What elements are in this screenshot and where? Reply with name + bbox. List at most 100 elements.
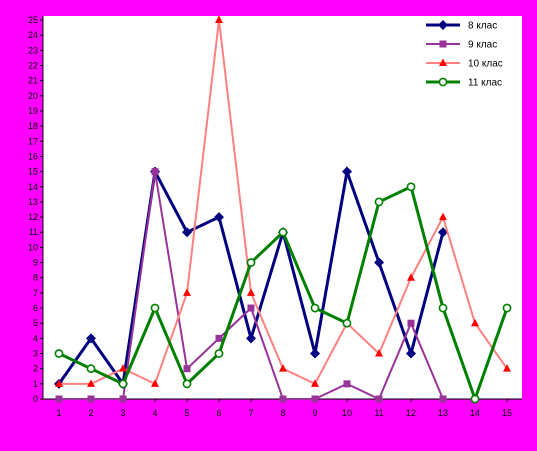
data-point xyxy=(407,273,415,281)
y-tick-label: 3 xyxy=(33,349,38,359)
x-tick-label: 3 xyxy=(120,408,125,418)
x-tick-label: 9 xyxy=(312,408,317,418)
y-tick-label: 10 xyxy=(28,242,38,252)
data-point xyxy=(310,303,320,313)
series-layer xyxy=(54,15,512,404)
legend-entry: 10 клас xyxy=(426,58,503,70)
data-point xyxy=(182,379,192,389)
legend-entry: 9 клас xyxy=(426,40,497,51)
legend: 8 клас 9 клас 10 клас 11 клас xyxy=(422,16,510,92)
data-point xyxy=(470,394,480,404)
data-point xyxy=(311,379,319,387)
data-point xyxy=(247,304,255,312)
data-point xyxy=(246,258,256,267)
data-point xyxy=(310,348,320,359)
legend-marker xyxy=(438,77,448,87)
y-tick-label: 7 xyxy=(33,288,38,298)
legend-marker xyxy=(438,20,448,30)
data-point xyxy=(182,227,192,238)
data-point xyxy=(471,318,479,327)
data-point xyxy=(247,288,255,296)
data-point xyxy=(342,166,352,177)
y-tick-label: 17 xyxy=(28,136,38,146)
y-tick-label: 2 xyxy=(33,364,38,374)
data-point xyxy=(150,303,160,313)
legend-entry: 11 клас xyxy=(426,78,502,89)
x-tick-label: 6 xyxy=(216,408,221,418)
data-point xyxy=(406,348,416,359)
data-point xyxy=(87,395,95,403)
data-point xyxy=(342,318,352,328)
data-point xyxy=(438,227,448,238)
data-point xyxy=(279,364,287,372)
series-2 xyxy=(55,168,447,403)
y-tick-label: 5 xyxy=(33,318,38,328)
y-tick-label: 4 xyxy=(33,333,38,343)
y-tick-label: 25 xyxy=(28,15,38,25)
data-point xyxy=(151,379,159,387)
data-point xyxy=(343,380,351,388)
y-tick-label: 20 xyxy=(28,91,38,101)
legend-label: 8 клас xyxy=(468,21,497,32)
data-point xyxy=(86,364,96,374)
data-point xyxy=(502,303,512,313)
x-tick-label: 7 xyxy=(248,408,253,418)
y-tick-label: 0 xyxy=(33,394,38,404)
data-point xyxy=(375,349,383,357)
data-point xyxy=(374,197,384,207)
legend-label: 9 клас xyxy=(468,40,497,51)
x-tick-label: 10 xyxy=(342,408,352,418)
data-point xyxy=(311,395,319,403)
x-tick-label: 12 xyxy=(406,408,416,418)
data-point xyxy=(87,379,95,387)
data-point xyxy=(183,365,191,373)
y-tick-label: 23 xyxy=(28,45,38,55)
data-point xyxy=(279,395,287,403)
x-tick-label: 1 xyxy=(56,408,61,418)
data-point xyxy=(86,333,96,344)
data-point xyxy=(55,395,63,403)
legend-box xyxy=(422,16,510,92)
legend-label: 11 клас xyxy=(468,78,502,89)
data-point xyxy=(151,168,159,176)
y-tick-label: 16 xyxy=(28,151,38,161)
series-3 xyxy=(55,15,511,387)
x-tick-label: 4 xyxy=(152,408,157,418)
y-tick-label: 19 xyxy=(28,106,38,116)
y-tick-label: 9 xyxy=(33,258,38,268)
y-tick-label: 1 xyxy=(33,379,38,389)
data-point xyxy=(119,395,127,403)
data-point xyxy=(439,212,447,221)
y-tick-label: 21 xyxy=(28,76,38,86)
legend-marker xyxy=(439,58,447,66)
data-point xyxy=(215,334,223,342)
y-tick-label: 11 xyxy=(29,227,38,237)
x-tick-label: 14 xyxy=(470,408,480,418)
y-tick-label: 24 xyxy=(28,30,38,40)
y-tick-label: 12 xyxy=(28,212,38,222)
x-tick-label: 2 xyxy=(88,408,93,418)
data-point xyxy=(215,15,223,23)
legend-entry: 8 клас xyxy=(426,20,497,32)
x-tick-label: 11 xyxy=(374,408,383,418)
data-point xyxy=(119,364,127,372)
series-4 xyxy=(54,182,512,404)
x-tick-label: 8 xyxy=(280,408,285,418)
data-point xyxy=(246,333,256,344)
data-point xyxy=(438,303,448,313)
y-tick-label: 14 xyxy=(28,182,38,192)
y-tick-label: 15 xyxy=(28,167,38,177)
data-point xyxy=(214,349,224,358)
data-point xyxy=(54,349,64,358)
data-point xyxy=(407,319,415,327)
data-point xyxy=(406,182,416,192)
x-tick-label: 15 xyxy=(502,408,512,418)
data-point xyxy=(55,379,63,387)
data-point xyxy=(214,212,224,223)
y-tick-label: 8 xyxy=(33,273,38,283)
y-tick-label: 18 xyxy=(28,121,38,131)
data-point xyxy=(374,257,384,268)
data-point xyxy=(439,395,447,403)
